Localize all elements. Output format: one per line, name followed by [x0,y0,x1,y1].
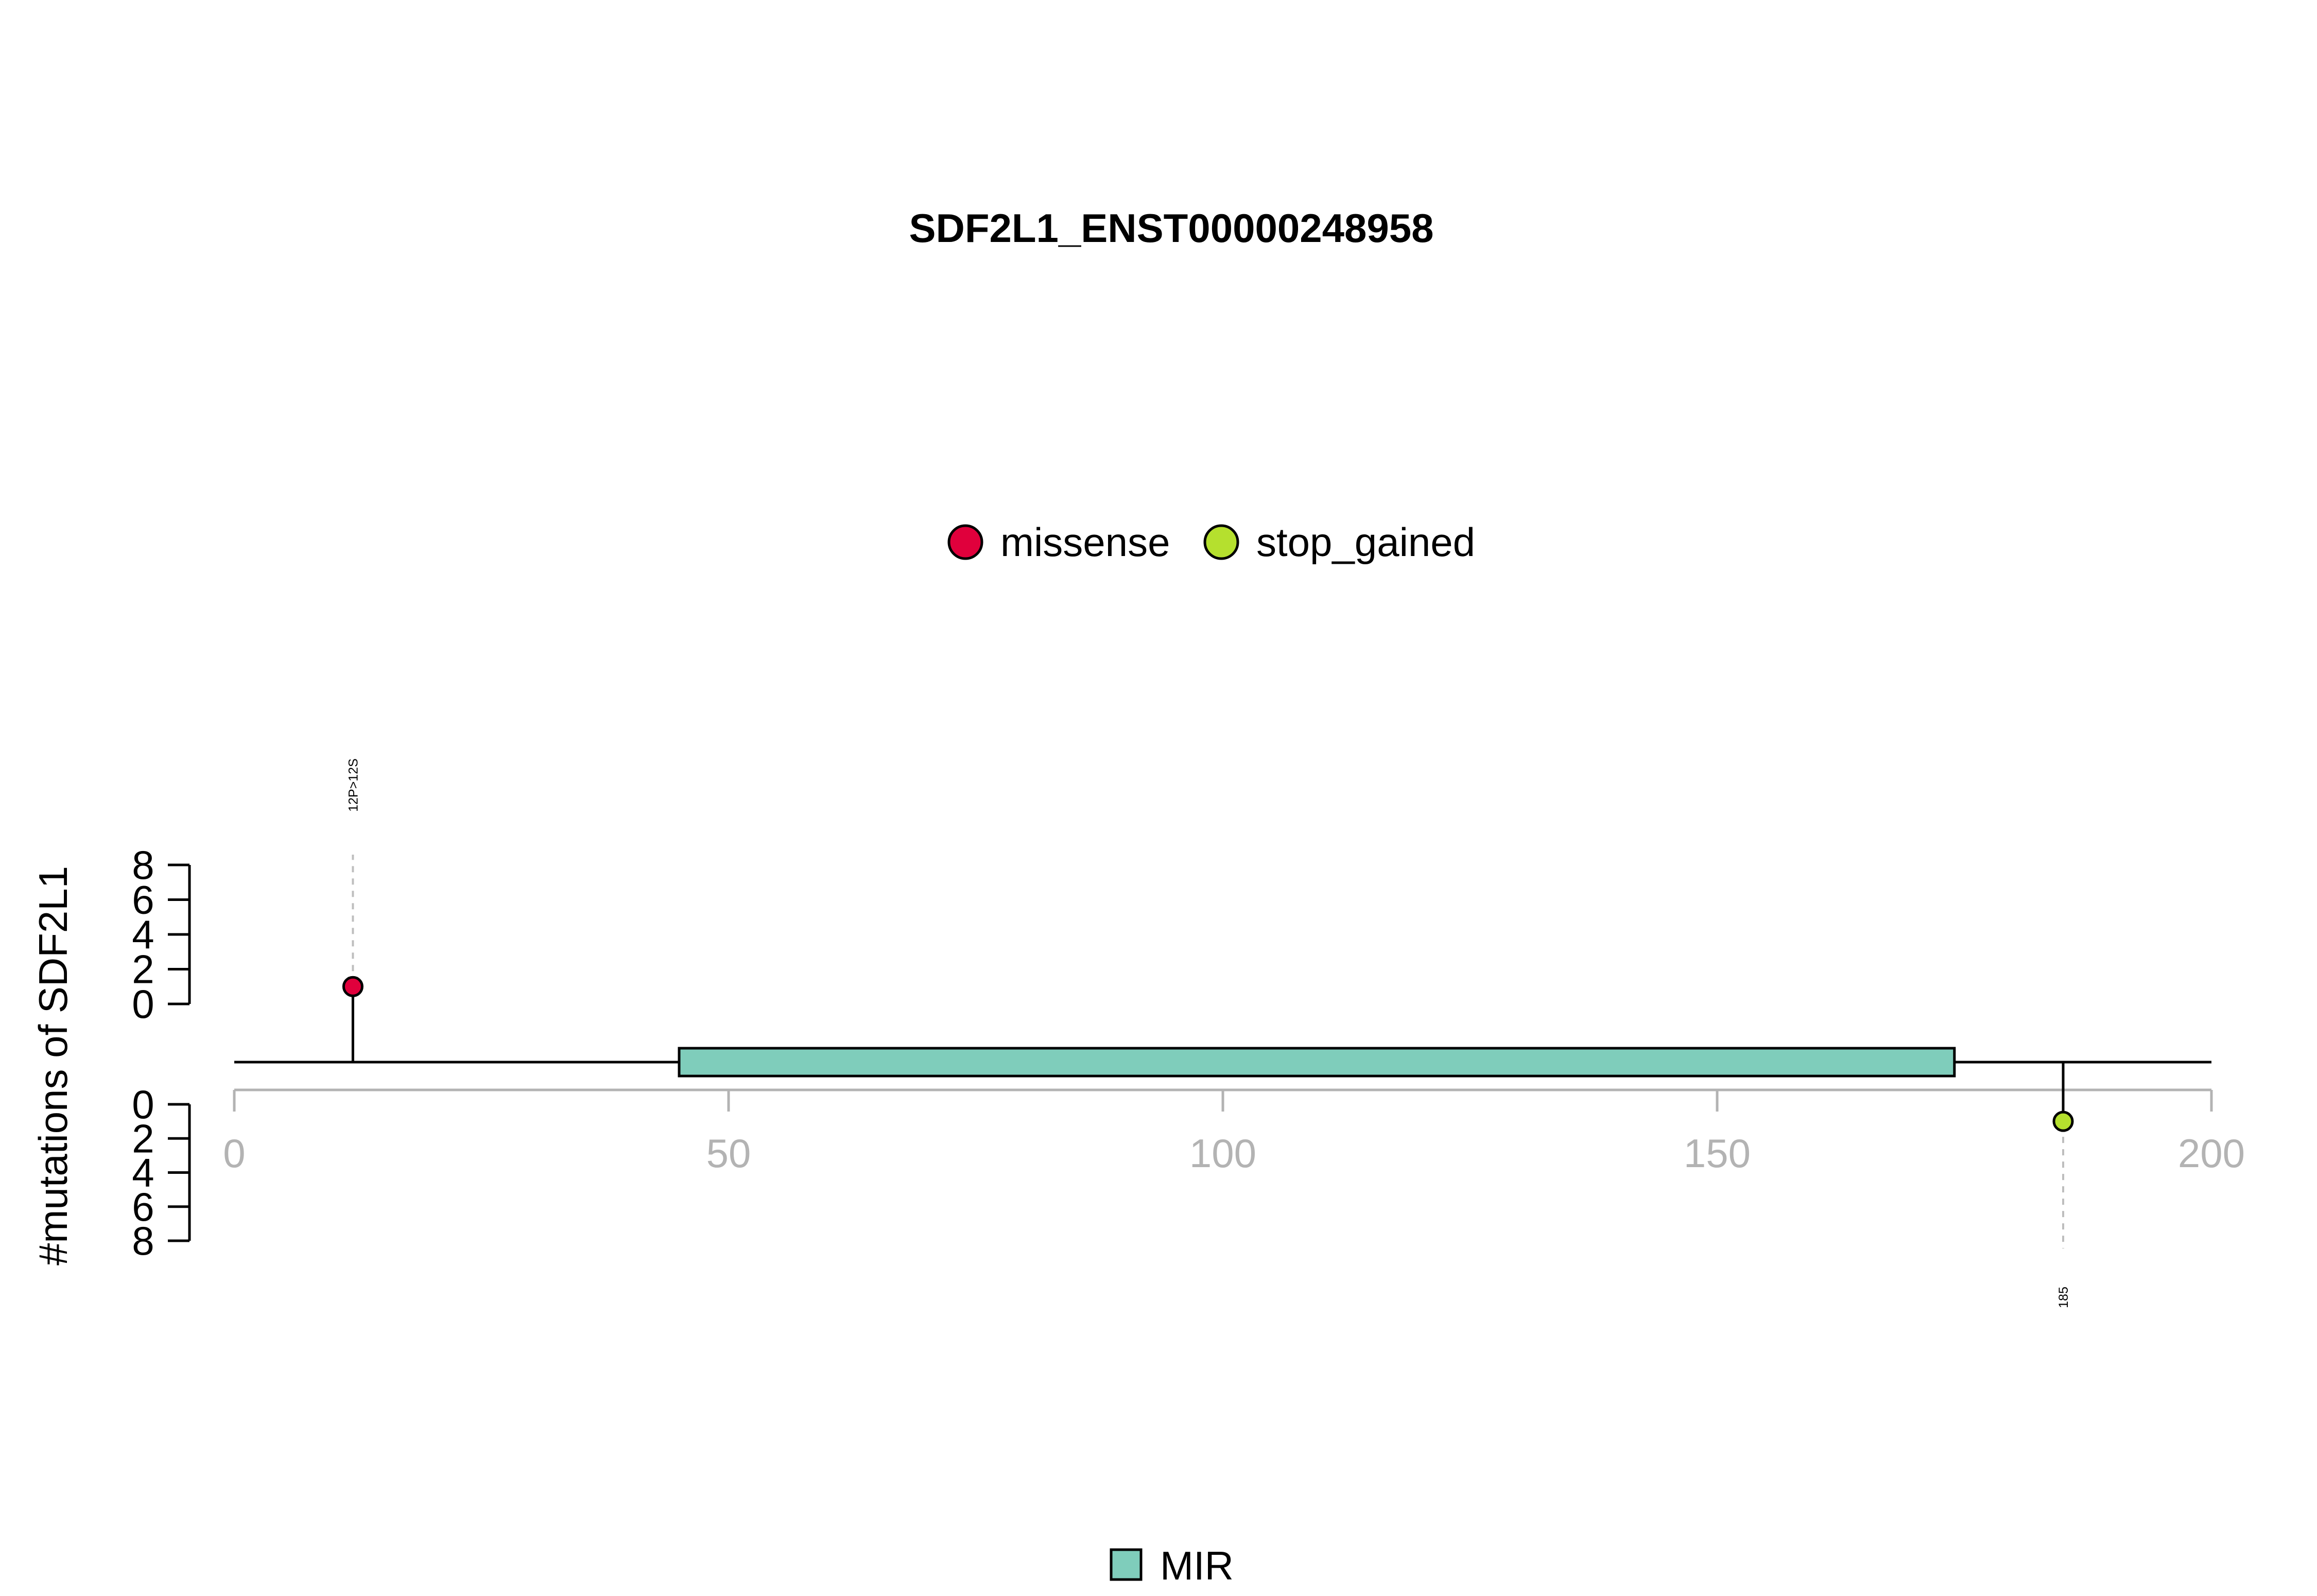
x-tick-label-50: 50 [706,1131,751,1176]
domain-MIR [678,1047,1956,1078]
mutation-type-legend: missense stop_gained [947,519,1475,565]
x-tick-label-0: 0 [223,1131,245,1176]
y-top-tick-label-8: 8 [132,842,154,888]
x-tick-label-200: 200 [2178,1131,2245,1176]
legend-marker-missense [947,524,983,560]
legend-label-stop_gained: stop_gained [1256,519,1475,565]
y-bottom-tick-label-0: 0 [132,1082,154,1127]
lollipop-head-stop_gained-185 [2052,1111,2074,1132]
x-axis: 0 50 100 150 200 [223,1088,2245,1176]
x-tick-label-150: 150 [1684,1131,1751,1176]
legend-marker-stop_gained [1203,524,1239,560]
domain-layer [678,1047,1956,1078]
domain-legend: MIR [1110,1543,1234,1588]
y-top-tick-label-6: 6 [132,877,154,923]
lollipop-head-missense-12 [342,976,364,997]
y-top-tick-label-0: 0 [132,981,154,1027]
y-top-tick-label-2: 2 [132,947,154,992]
mutation-label-stop_gained-185: 185 [2056,1287,2071,1308]
chart-title: SDF2L1_ENST00000248958 [909,205,1434,251]
y-axis-label: #mutations of SDF2L1 [30,866,76,1265]
y-bottom-tick-label-6: 6 [132,1184,154,1229]
mutation-layer: 12P>12S 185 [342,758,2074,1308]
domain-legend-swatch-MIR [1110,1548,1143,1581]
y-top-tick-label-4: 4 [132,912,154,957]
y-bottom-tick-label-8: 8 [132,1218,154,1263]
domain-legend-label-MIR: MIR [1160,1543,1234,1588]
y-bottom-tick-label-2: 2 [132,1116,154,1161]
mutation-label-missense-12: 12P>12S [346,758,360,812]
legend-label-missense: missense [1000,519,1170,565]
x-tick-label-100: 100 [1189,1131,1256,1176]
y-bottom-tick-label-4: 4 [132,1150,154,1195]
